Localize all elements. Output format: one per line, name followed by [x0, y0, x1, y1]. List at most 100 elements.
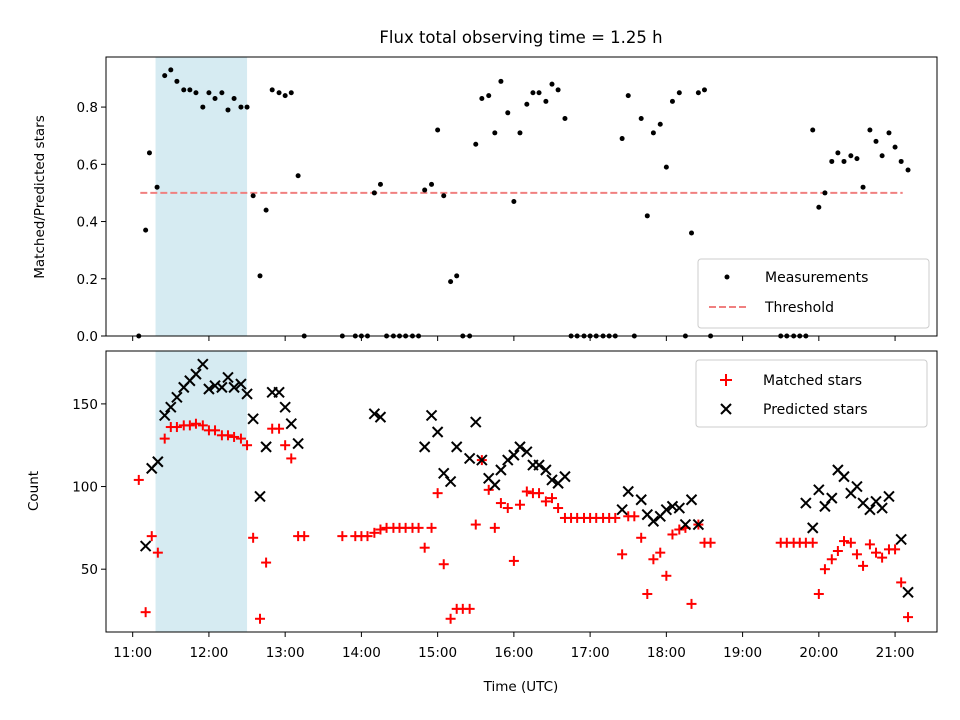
predicted-stars-point: [139, 540, 152, 552]
measurements-point: [250, 193, 256, 199]
y-tick-label: 150: [72, 397, 98, 413]
measurements-point: [625, 93, 631, 99]
matched-stars-point: [553, 503, 564, 514]
matched-stars-point: [133, 474, 144, 485]
predicted-stars-point: [514, 441, 526, 453]
measurements-point: [810, 127, 816, 133]
predicted-stars-point: [216, 381, 228, 394]
matched-stars-point: [242, 440, 253, 451]
measurements-point: [524, 101, 530, 107]
predicted-stars-point: [533, 459, 545, 471]
matched-stars-point: [642, 588, 653, 599]
predicted-stars-point: [647, 515, 660, 527]
measurements-point: [886, 130, 892, 136]
predicted-stars-point: [368, 408, 381, 420]
measurements-point: [536, 90, 542, 96]
matched-stars-point: [896, 577, 907, 588]
predicted-stars-point: [197, 358, 209, 370]
matched-stars-point: [235, 433, 246, 444]
matched-stars-point: [464, 603, 475, 614]
matched-stars-point: [159, 433, 170, 444]
measurements-point: [295, 173, 301, 179]
predicted-stars-point: [864, 503, 876, 516]
matched-stars-point: [648, 554, 659, 565]
ratio-legend-box: [697, 258, 930, 329]
matched-stars-point: [826, 554, 837, 565]
measurements-point: [441, 193, 447, 199]
measurements-point: [143, 227, 149, 233]
legend-marker-matched: [720, 374, 732, 386]
measurements-point: [154, 184, 160, 190]
predicted-stars-point: [559, 470, 571, 483]
predicted-stars-point: [673, 502, 686, 514]
matched-stars-point: [255, 613, 266, 624]
matched-stars-point: [819, 564, 830, 575]
matched-stars-point: [337, 531, 348, 542]
matched-stars-point: [610, 512, 621, 523]
measurements-point: [505, 110, 511, 116]
matched-stars-point: [248, 532, 259, 543]
matched-stars-point: [483, 484, 494, 495]
measurements-point: [873, 138, 879, 144]
x-tick-label: 11:00: [113, 645, 152, 661]
measurements-point: [454, 273, 460, 279]
x-tick-label: 15:00: [418, 645, 457, 661]
measurements-point: [644, 213, 650, 219]
measurements-point: [498, 78, 504, 84]
measurements-point: [187, 87, 193, 93]
measurements-point: [689, 230, 695, 236]
predicted-stars-point: [222, 371, 234, 384]
x-tick-label: 13:00: [266, 645, 305, 661]
y-tick-label: 0.8: [77, 100, 98, 116]
measurements-point: [543, 98, 549, 104]
matched-stars-point: [858, 560, 869, 571]
measurements-point: [676, 90, 682, 96]
measurements-point: [549, 81, 555, 87]
matched-stars-point: [667, 529, 678, 540]
predicted-stars-point: [470, 416, 482, 428]
measurements-point: [231, 95, 237, 101]
matched-stars-point: [514, 499, 525, 510]
matched-stars-point: [438, 559, 449, 570]
matched-stars-point: [362, 531, 373, 542]
predicted-stars-point: [203, 383, 215, 395]
predicted-stars-point: [807, 522, 819, 534]
matched-stars-point: [838, 536, 849, 547]
measurements-point: [663, 164, 669, 170]
measurements-point: [377, 181, 383, 187]
matched-stars-point: [286, 453, 297, 464]
matched-stars-point: [210, 425, 221, 436]
matched-stars-point: [222, 430, 233, 441]
matched-stars-point: [197, 420, 208, 431]
measurements-point: [168, 67, 174, 73]
count-x-axis-label: Time (UTC): [483, 679, 559, 695]
y-tick-label: 0.0: [77, 329, 98, 345]
measurements-point: [650, 130, 656, 136]
count-plot-frame: [105, 350, 938, 633]
predicted-stars-point: [279, 401, 291, 413]
measurements-point: [263, 207, 269, 213]
measurements-point: [854, 156, 860, 162]
measurements-point: [816, 204, 822, 210]
matched-stars-point: [489, 522, 500, 533]
matched-stars-point: [299, 531, 310, 542]
measurements-point: [257, 273, 263, 279]
count-legend: Matched stars Predicted stars: [695, 359, 928, 428]
predicted-stars-point: [476, 454, 488, 466]
predicted-stars-point: [431, 426, 444, 438]
measurements-point: [555, 87, 561, 93]
matched-stars-point: [686, 598, 697, 609]
measurements-point: [848, 153, 854, 159]
predicted-stars-point: [838, 470, 850, 483]
measurements-point: [905, 167, 911, 173]
matched-stars-point: [432, 488, 443, 499]
y-tick-label: 0.6: [77, 157, 98, 173]
measurements-point: [695, 90, 701, 96]
matched-stars-point: [171, 422, 182, 433]
measurements-point: [200, 104, 206, 110]
measurements-point: [371, 190, 377, 196]
predicted-stars-point: [165, 401, 177, 413]
predicted-stars-point: [489, 479, 501, 491]
matched-stars-point: [864, 539, 875, 550]
measurements-point: [669, 98, 675, 104]
